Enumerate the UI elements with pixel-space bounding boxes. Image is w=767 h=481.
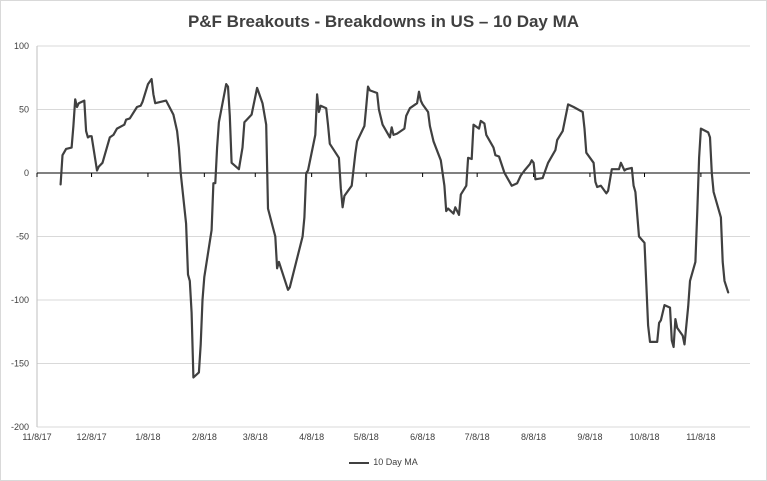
x-tick-label: 8/8/18 (521, 432, 546, 442)
x-tick-label: 2/8/18 (192, 432, 217, 442)
x-tick-label: 6/8/18 (410, 432, 435, 442)
y-tick-label: -150 (11, 359, 29, 369)
y-tick-label: 0 (24, 168, 29, 178)
x-tick-label: 10/8/18 (629, 432, 659, 442)
x-tick-label: 4/8/18 (299, 432, 324, 442)
x-tick-label: 11/8/18 (686, 432, 715, 442)
y-tick-label: 50 (19, 105, 29, 115)
x-tick-label: 7/8/18 (465, 432, 490, 442)
legend-line-swatch (349, 461, 370, 464)
x-tick-label: 12/8/17 (77, 432, 107, 442)
chart-title: P&F Breakouts - Breakdowns in US – 10 Da… (187, 12, 580, 31)
x-tick-label: 11/8/17 (22, 432, 51, 442)
x-tick-label: 9/8/18 (577, 432, 602, 442)
x-tick-label: 5/8/18 (354, 432, 379, 442)
legend: 10 Day MA (0, 457, 767, 467)
legend-label: 10 Day MA (373, 457, 418, 467)
x-tick-label: 3/8/18 (243, 432, 268, 442)
y-tick-label: -100 (11, 295, 29, 305)
y-tick-label: -200 (11, 422, 29, 432)
y-tick-label: -50 (16, 232, 29, 242)
series-line-10-day-ma (59, 77, 730, 379)
y-tick-label: 100 (14, 41, 29, 51)
x-tick-label: 1/8/18 (135, 432, 160, 442)
